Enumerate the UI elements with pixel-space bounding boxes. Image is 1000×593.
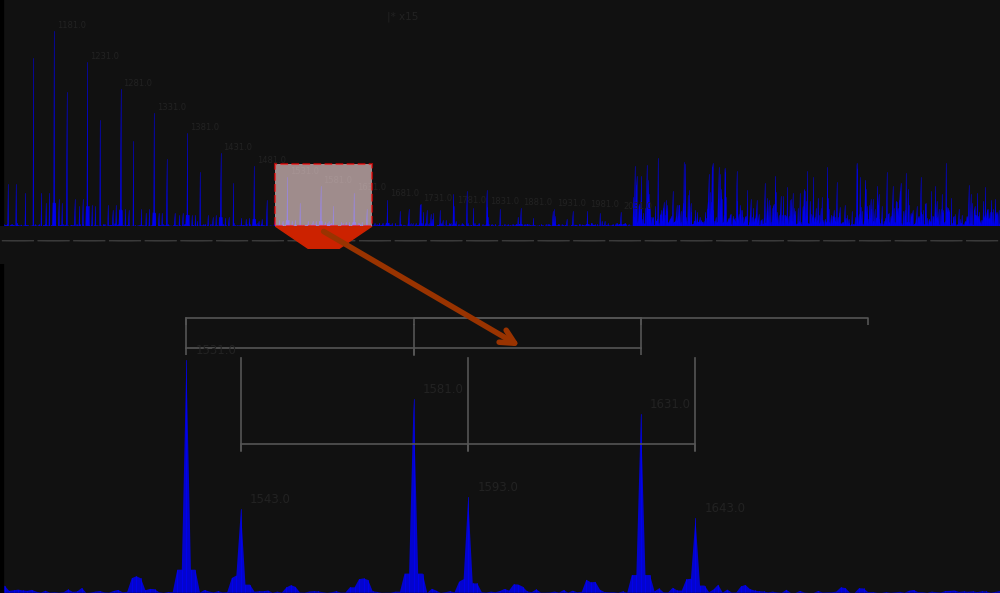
Circle shape (252, 240, 284, 241)
Text: 50.0: 50.0 (567, 416, 597, 429)
Text: 1381.0: 1381.0 (190, 123, 219, 132)
Text: 1581.0: 1581.0 (423, 382, 464, 396)
Text: |* x15: |* x15 (387, 11, 418, 21)
Circle shape (395, 240, 427, 241)
Text: 1431.0: 1431.0 (223, 143, 252, 152)
Circle shape (73, 240, 105, 241)
Text: 1631.0: 1631.0 (357, 183, 386, 192)
Text: 38.0: 38.0 (513, 320, 542, 333)
Text: 1681.0: 1681.0 (390, 189, 419, 199)
Circle shape (180, 240, 212, 241)
Circle shape (359, 240, 391, 241)
Text: F2: F2 (519, 333, 535, 346)
Circle shape (323, 240, 355, 241)
Circle shape (538, 240, 570, 241)
Bar (275, 164, 372, 226)
Circle shape (573, 240, 605, 241)
Text: 50.0: 50.0 (626, 290, 656, 303)
Text: 1931.0: 1931.0 (557, 199, 586, 208)
Text: 1531.0: 1531.0 (195, 344, 236, 357)
Circle shape (145, 240, 177, 241)
Circle shape (502, 240, 534, 241)
Circle shape (430, 240, 462, 241)
Text: 1593.0: 1593.0 (477, 482, 518, 495)
Text: 1881.0: 1881.0 (523, 198, 552, 208)
Circle shape (752, 240, 784, 241)
Text: CF2: CF2 (342, 429, 367, 442)
Text: 1281.0: 1281.0 (123, 78, 152, 88)
Circle shape (930, 240, 962, 241)
Text: 1543.0: 1543.0 (250, 493, 291, 506)
Text: F2: F2 (292, 333, 308, 346)
Circle shape (680, 240, 712, 241)
Text: 1731.0: 1731.0 (423, 194, 452, 203)
Circle shape (109, 240, 141, 241)
Circle shape (966, 240, 998, 241)
Text: CF2: CF2 (401, 304, 426, 317)
Text: 50.0: 50.0 (340, 416, 369, 429)
Circle shape (2, 240, 34, 241)
Text: 1581.0: 1581.0 (323, 176, 352, 185)
Text: CF2: CF2 (569, 429, 594, 442)
Circle shape (645, 240, 677, 241)
Text: 1831.0: 1831.0 (490, 197, 519, 206)
Text: 2031.0: 2031.0 (623, 202, 652, 211)
Circle shape (288, 240, 320, 241)
Text: 1643.0: 1643.0 (705, 502, 746, 515)
Text: 1231.0: 1231.0 (90, 52, 119, 61)
Circle shape (38, 240, 70, 241)
Text: 1531.0: 1531.0 (290, 167, 319, 176)
Circle shape (716, 240, 748, 241)
Circle shape (788, 240, 820, 241)
Circle shape (859, 240, 891, 241)
Circle shape (466, 240, 498, 241)
Circle shape (823, 240, 855, 241)
Text: 1981.0: 1981.0 (590, 200, 619, 209)
Circle shape (216, 240, 248, 241)
Text: 1181.0: 1181.0 (57, 21, 86, 30)
Circle shape (609, 240, 641, 241)
Circle shape (895, 240, 927, 241)
Text: 1481.0: 1481.0 (257, 156, 286, 165)
Text: 1631.0: 1631.0 (650, 398, 691, 410)
Text: CF2: CF2 (628, 304, 654, 317)
Text: 38.0: 38.0 (285, 320, 315, 333)
Polygon shape (275, 226, 372, 248)
Text: 1781.0: 1781.0 (457, 196, 486, 205)
Text: 1331.0: 1331.0 (157, 103, 186, 112)
Text: 50.0: 50.0 (399, 290, 428, 303)
